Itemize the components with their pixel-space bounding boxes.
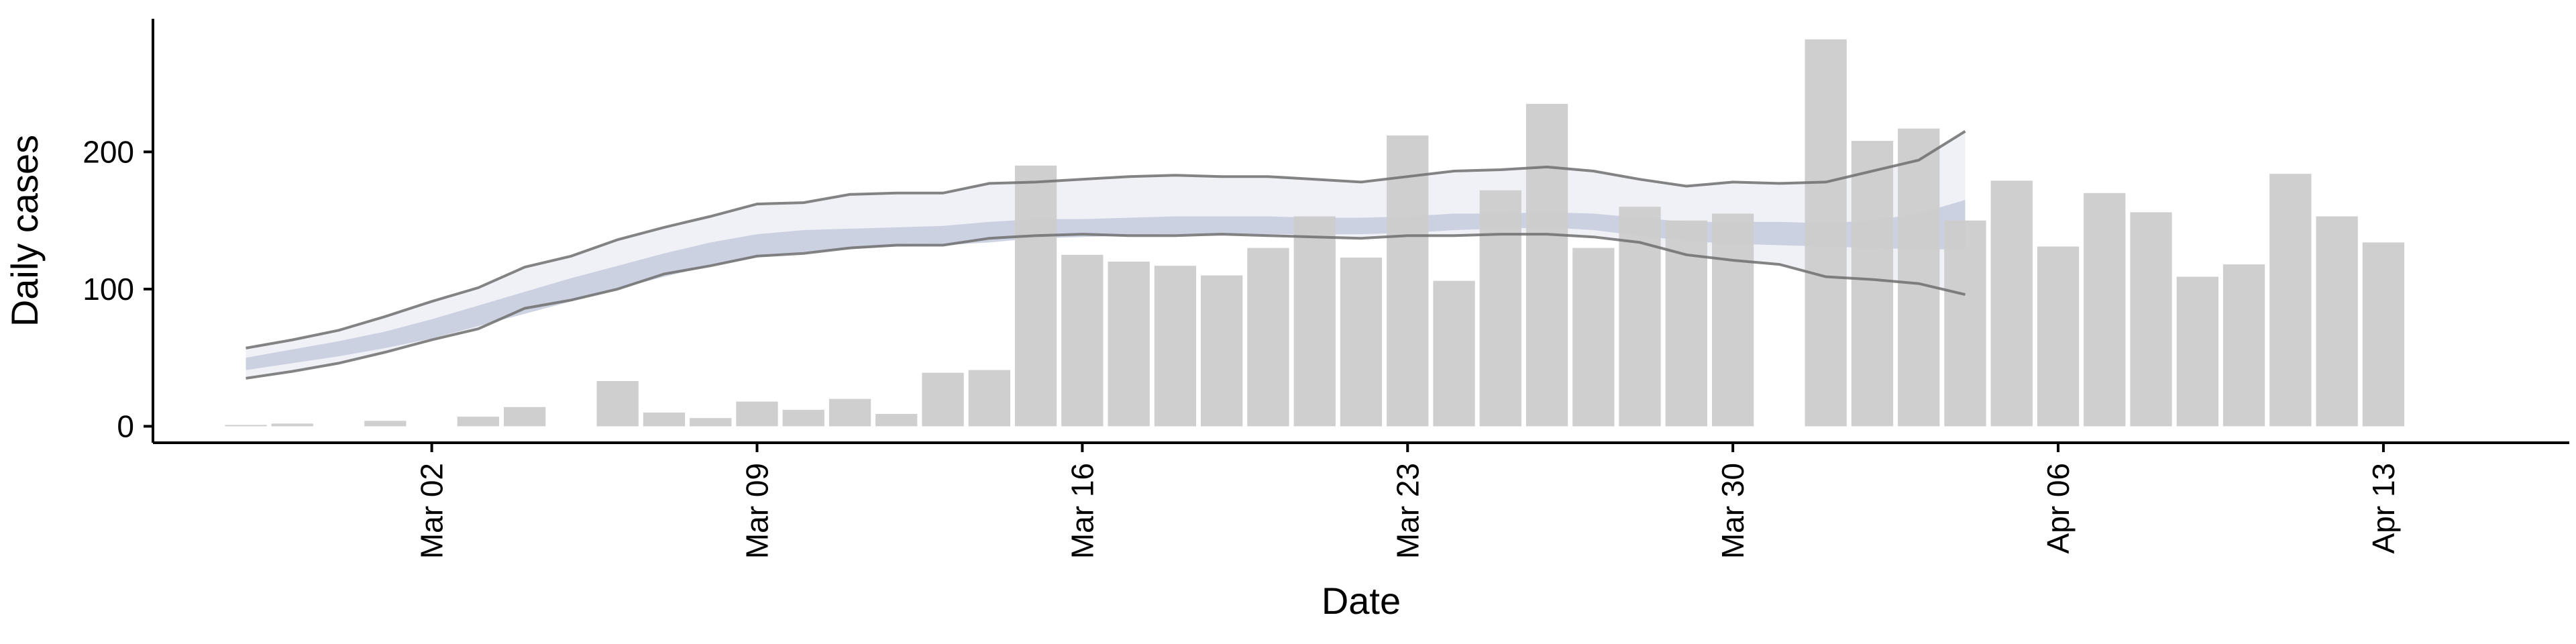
bar (1247, 248, 1289, 427)
bar (1712, 213, 1754, 427)
bar (2269, 174, 2312, 427)
bar (2362, 242, 2405, 427)
x-axis-title: Date (1322, 580, 1401, 622)
bar (1990, 180, 2033, 427)
bar (1433, 280, 1475, 427)
x-tick-label: Mar 23 (1390, 463, 1425, 559)
bar (782, 409, 824, 427)
bar (364, 421, 407, 427)
bars-group (225, 39, 2405, 427)
bar (2037, 246, 2080, 427)
bar (2316, 216, 2358, 427)
bar (968, 370, 1010, 427)
y-axis-title: Daily cases (3, 135, 46, 327)
bar (1340, 257, 1383, 427)
bar (457, 417, 499, 427)
y-tick-label: 100 (83, 272, 134, 307)
band-90 (246, 131, 1966, 378)
x-tick-label: Mar 09 (740, 463, 775, 559)
bar (1014, 165, 1057, 427)
bar (1525, 103, 1568, 427)
bar (1108, 262, 1150, 427)
estimate-lines (246, 130, 1966, 380)
bar (2130, 212, 2172, 427)
x-tick-label: Mar 02 (415, 463, 449, 559)
bar (690, 418, 732, 427)
bar (271, 423, 313, 427)
bar (1944, 220, 1986, 427)
bar (2176, 276, 2218, 427)
bar (1154, 266, 1197, 427)
bar (1572, 248, 1615, 427)
x-tick-label: Apr 06 (2041, 463, 2076, 554)
y-tick-label: 0 (117, 409, 134, 443)
x-tick-label: Mar 16 (1065, 463, 1099, 559)
bar (504, 407, 546, 427)
bar (1061, 254, 1104, 427)
bar (1898, 128, 1940, 427)
lower-90-line (246, 233, 1966, 380)
estimate-bands (246, 131, 1966, 378)
upper-90-line (246, 130, 1966, 350)
bar (2222, 264, 2265, 427)
bar (1851, 141, 1894, 427)
bar (828, 398, 871, 427)
bar (922, 372, 964, 427)
bar (2084, 193, 2126, 427)
bar (875, 414, 918, 427)
bar (1805, 39, 1847, 427)
ticks: 0 100 200 Mar 02 Mar 09 Mar 16 Mar 23 Mar 30 Apr… (83, 134, 2401, 559)
y-tick-label: 200 (83, 134, 134, 169)
axes (152, 19, 2569, 444)
bar (1387, 135, 1429, 427)
bar (596, 381, 639, 427)
x-tick-label: Apr 13 (2366, 463, 2401, 554)
bar (225, 425, 267, 427)
bar (1201, 275, 1243, 427)
bar (1293, 216, 1336, 427)
bar (1479, 190, 1521, 427)
x-tick-label: Mar 30 (1715, 463, 1750, 559)
bar (643, 413, 686, 427)
bar (736, 401, 778, 427)
